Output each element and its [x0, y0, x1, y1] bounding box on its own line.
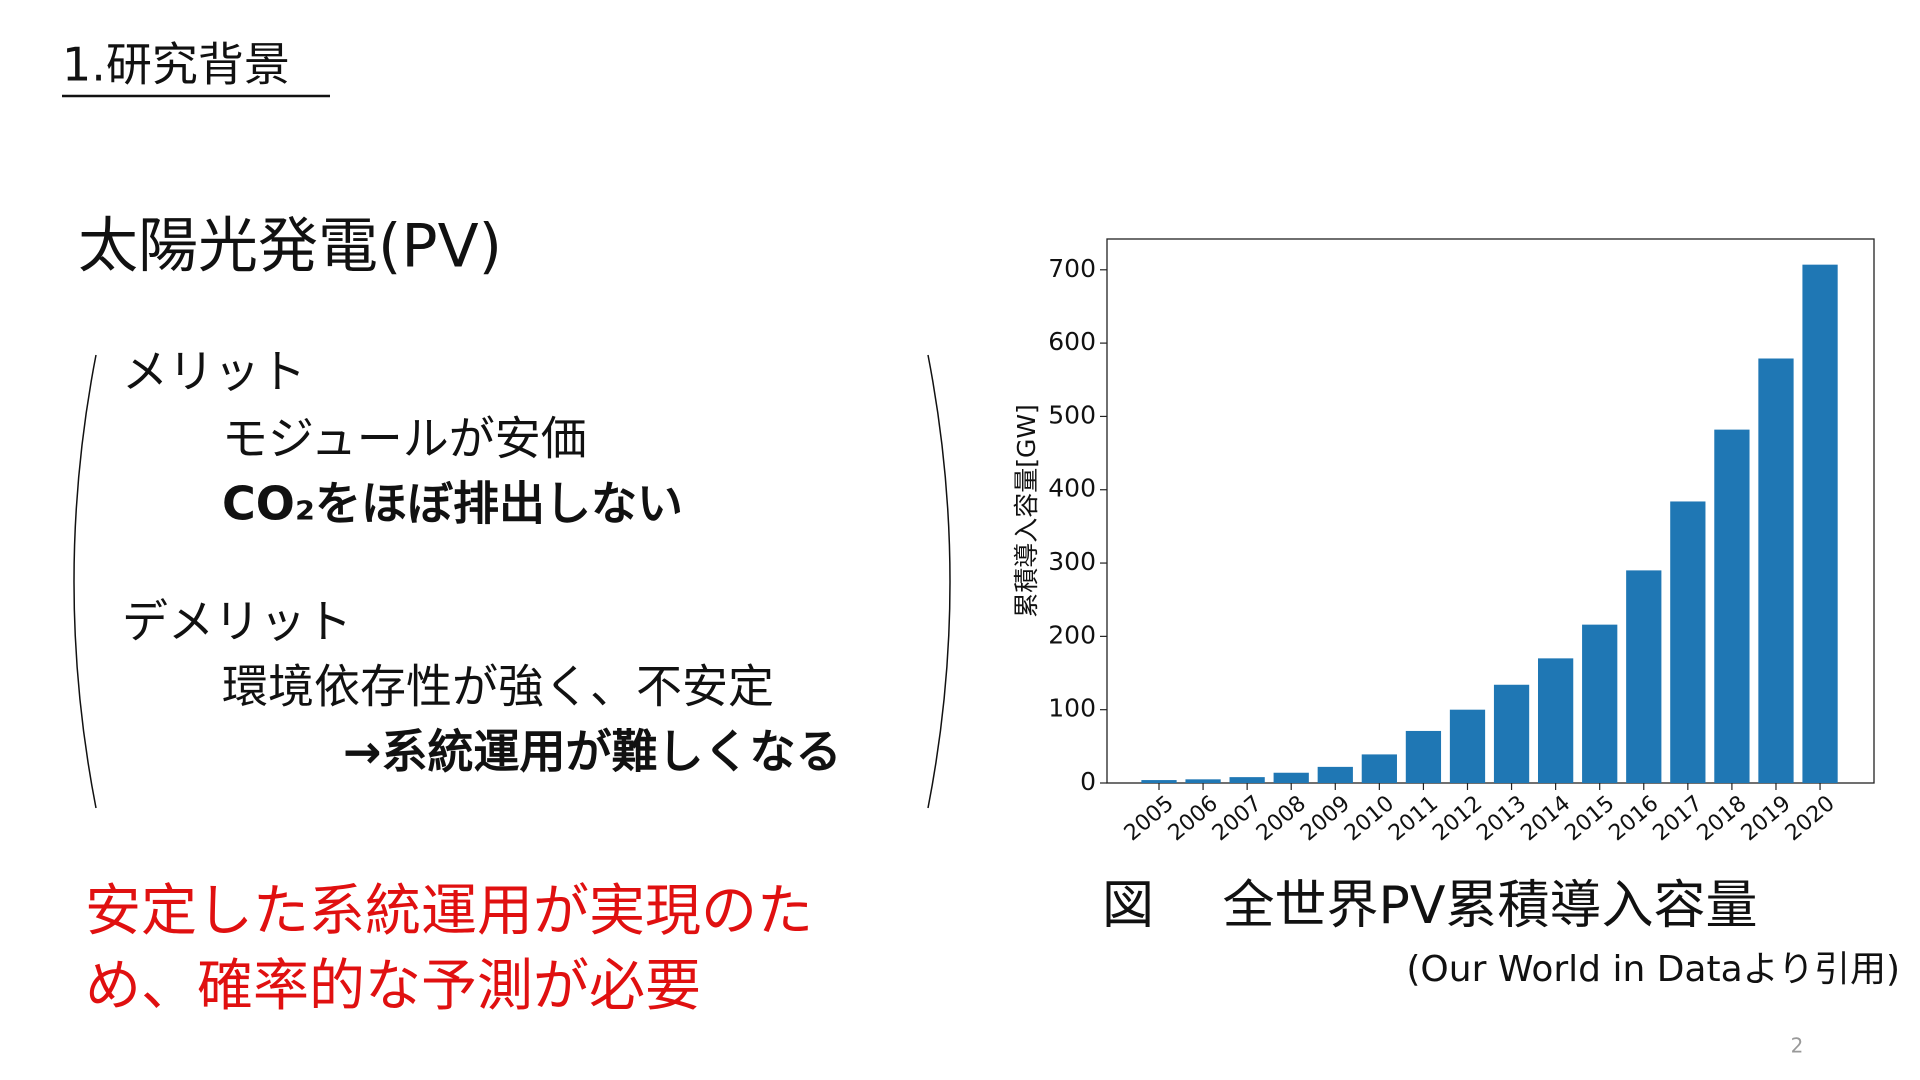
bar [1317, 766, 1353, 783]
bar [1449, 709, 1486, 783]
y-tick-label: 300 [1048, 547, 1096, 576]
bar [1582, 624, 1618, 783]
demerit-heading: デメリット [122, 595, 352, 649]
right-bracket [927, 354, 951, 809]
y-tick-label: 200 [1048, 620, 1096, 649]
demerit-item: 環境依存性が強く、不安定 [222, 660, 774, 714]
slide-title: 1.研究背景 [62, 38, 290, 92]
bar [1361, 754, 1397, 783]
y-tick-label: 700 [1048, 254, 1096, 283]
bar [1493, 684, 1530, 783]
merit-item: CO₂をほぼ排出しない [222, 477, 683, 531]
y-tick-label: 600 [1048, 327, 1096, 356]
conclusion-line: め、確率的な予測が必要 [85, 954, 701, 1019]
bar [1626, 570, 1662, 783]
source-note: (Our World in Dataより引用) [1406, 949, 1900, 990]
topic: 太陽光発電(PV) [78, 212, 502, 282]
demerit-item: →系統運用が難しくなる [343, 725, 842, 779]
bar [1670, 501, 1706, 783]
y-tick-label: 100 [1048, 694, 1096, 723]
bar [1273, 772, 1309, 783]
page-number: 2 [1791, 1034, 1804, 1058]
y-axis-label: 累積導入容量[GW] [1012, 404, 1041, 618]
y-tick-label: 500 [1048, 400, 1096, 429]
conclusion-line: 安定した系統運用が実現のた [85, 879, 813, 944]
bar [1802, 264, 1838, 783]
bar [1714, 429, 1750, 783]
y-tick-label: 400 [1048, 474, 1096, 503]
merit-item: モジュールが安価 [222, 412, 587, 466]
bar [1229, 777, 1265, 783]
bar [1538, 658, 1574, 783]
bar [1405, 730, 1442, 783]
plot-frame [1106, 238, 1875, 784]
y-tick-label: 0 [1080, 767, 1096, 796]
figure-caption: 図 全世界PV累積導入容量 [1102, 876, 1757, 936]
merit-heading: メリット [122, 345, 306, 399]
left-bracket [73, 354, 97, 809]
bar [1141, 780, 1177, 783]
bar [1758, 358, 1794, 783]
bar [1185, 779, 1221, 783]
